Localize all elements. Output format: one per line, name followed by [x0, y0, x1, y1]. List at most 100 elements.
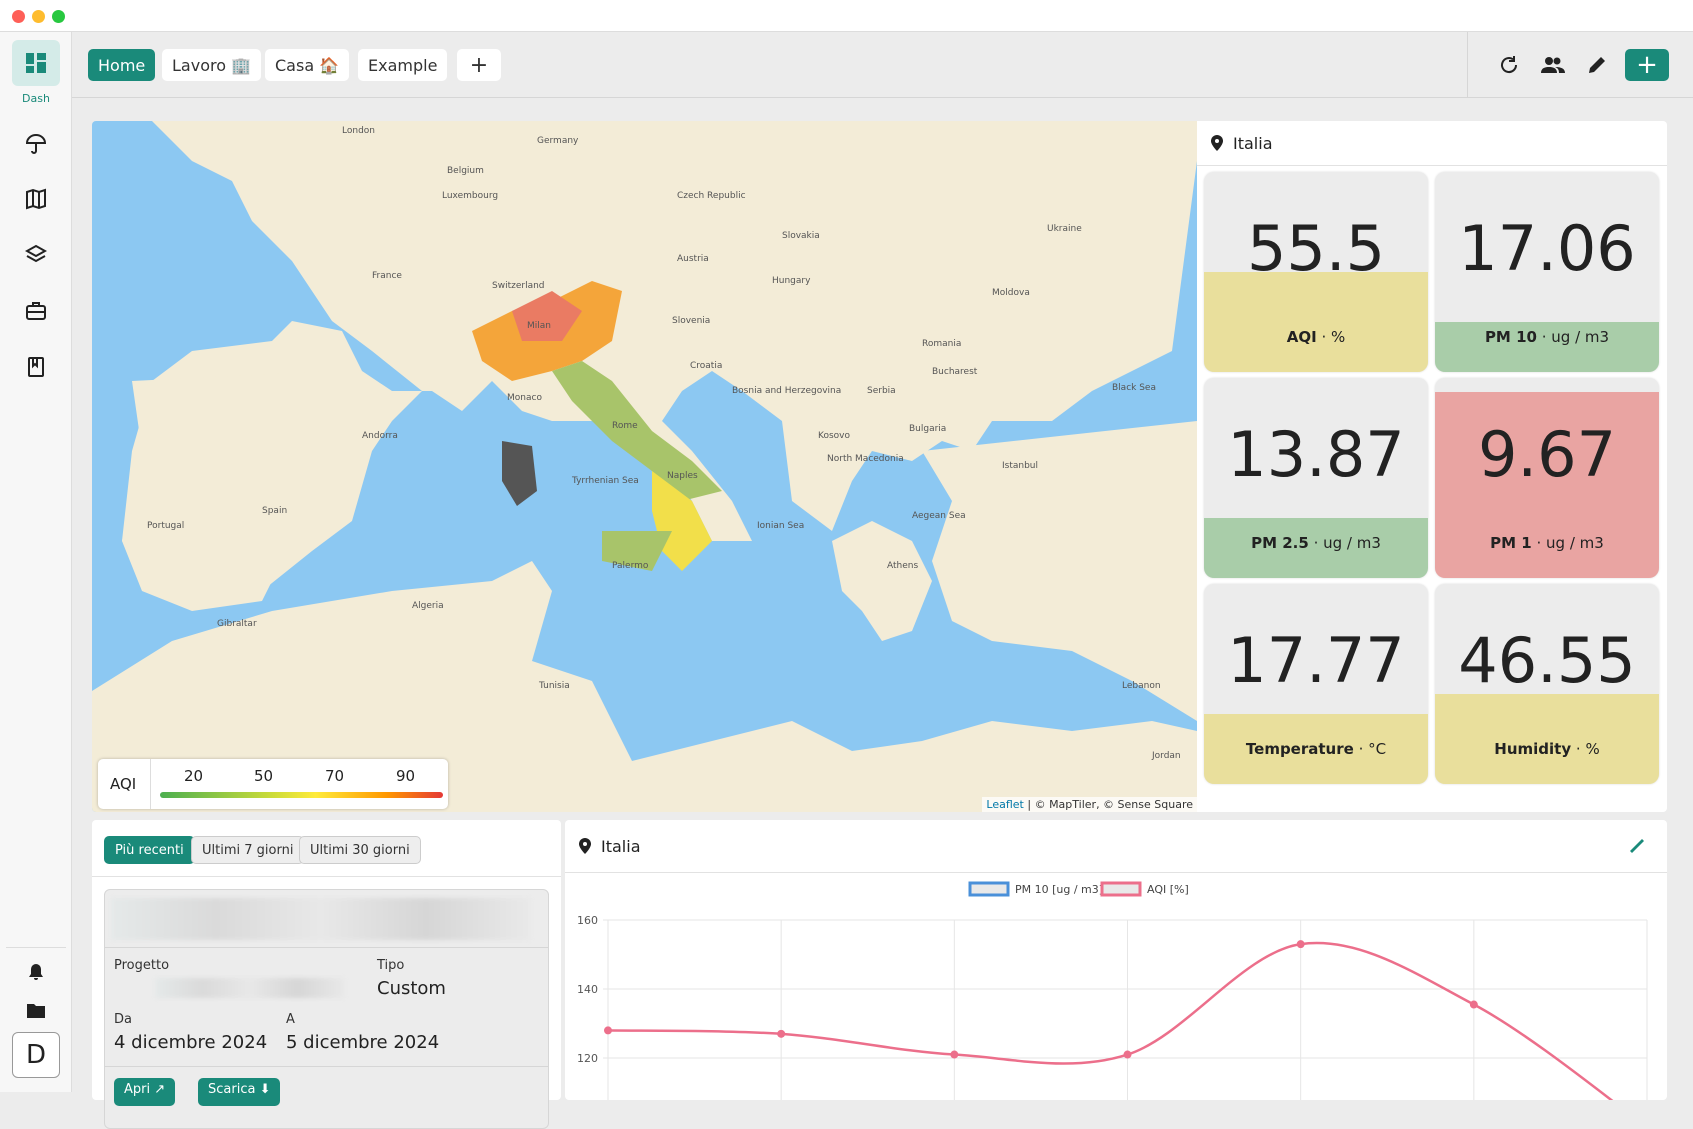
legend-label: AQI [%]: [1147, 883, 1189, 896]
bell-icon[interactable]: [24, 960, 48, 984]
metric-card-pm-10[interactable]: 17.06 PM 10 · ug / m3: [1435, 172, 1659, 372]
tab-casa[interactable]: Casa 🏠: [265, 49, 350, 81]
filter-piu-recenti[interactable]: Più recenti: [104, 836, 195, 864]
sidebar-item-dash[interactable]: [12, 40, 60, 86]
metric-value: 17.77: [1227, 624, 1405, 697]
sicily: [602, 531, 672, 571]
close-window-button[interactable]: [12, 10, 25, 23]
map-label: Slovakia: [782, 231, 820, 241]
aqi-data-point: [1296, 940, 1305, 949]
redacted-project: [155, 978, 345, 998]
metric-unit: · ug / m3: [1308, 534, 1381, 552]
add-widget-button[interactable]: +: [1625, 49, 1669, 81]
greece-land: [832, 521, 932, 641]
map-label: Bosnia and Herzegovina: [732, 386, 842, 396]
aqi-data-point: [1123, 1050, 1132, 1059]
y-tick-label: 120: [577, 1052, 598, 1065]
map-label: Croatia: [690, 361, 723, 371]
map-label: Naples: [667, 471, 698, 481]
location-pin-icon: [579, 838, 591, 854]
reports-panel: Più recenti Ultimi 7 giorni Ultimi 30 gi…: [92, 820, 561, 1129]
leaflet-link[interactable]: Leaflet: [986, 798, 1024, 811]
folder-icon[interactable]: [24, 998, 48, 1022]
y-tick-label: 140: [577, 983, 598, 996]
legend-tick: 50: [254, 767, 274, 785]
map-label: Switzerland: [492, 281, 545, 291]
metric-card-pm-2-5[interactable]: 13.87 PM 2.5 · ug / m3: [1204, 378, 1428, 578]
metric-value: 55.5: [1246, 212, 1386, 285]
iberia-land: [122, 371, 362, 611]
book-icon[interactable]: [24, 355, 48, 379]
map-label: Black Sea: [1112, 383, 1156, 393]
aqi-map[interactable]: Germany France Switzerland Austria Hunga…: [92, 121, 1197, 812]
map-label: Milan: [527, 321, 551, 331]
map-label: Germany: [537, 136, 579, 146]
map-label: Athens: [887, 561, 919, 571]
users-icon[interactable]: [1540, 52, 1566, 78]
refresh-icon[interactable]: [1496, 52, 1522, 78]
tipo-label: Tipo: [377, 958, 405, 973]
map-label: Istanbul: [1002, 461, 1039, 471]
avatar[interactable]: D: [12, 1032, 60, 1078]
map-label: Bucharest: [932, 367, 978, 377]
filter-ultimi-7-giorni[interactable]: Ultimi 7 giorni: [191, 836, 305, 864]
tab-lavoro[interactable]: Lavoro 🏢: [162, 49, 261, 81]
layers-icon[interactable]: [24, 243, 48, 267]
map-label: Jordan: [1152, 751, 1181, 761]
umbrella-icon[interactable]: [24, 132, 48, 156]
add-tab-button[interactable]: +: [457, 49, 501, 81]
top-bar: Home Lavoro 🏢 Casa 🏠 Example + +: [72, 32, 1693, 98]
progetto-label: Progetto: [114, 958, 170, 973]
map-attribution: Leaflet | © MapTiler, © Sense Square: [982, 797, 1197, 812]
sardinia: [502, 441, 537, 506]
minimize-window-button[interactable]: [32, 10, 45, 23]
metric-value: 9.67: [1477, 418, 1617, 491]
summary-location: Italia: [1233, 133, 1273, 153]
metric-unit: · %: [1316, 328, 1346, 346]
metric-unit: · ug / m3: [1536, 328, 1610, 346]
map-label: Bulgaria: [909, 424, 947, 434]
map-label: Lebanon: [1122, 681, 1161, 691]
maximize-window-button[interactable]: [52, 10, 65, 23]
sidebar-item-label: Dash: [22, 92, 50, 105]
metric-label: PM 10 · ug / m3: [1435, 328, 1659, 346]
metric-value: 46.55: [1458, 624, 1636, 697]
tab-home[interactable]: Home: [88, 49, 156, 81]
level-fill: [1204, 272, 1428, 372]
aqi-data-point: [604, 1026, 612, 1035]
metric-unit: · °C: [1353, 740, 1387, 758]
metric-label: AQI · %: [1204, 328, 1428, 346]
uk-land: [242, 121, 352, 201]
ruler-icon[interactable]: [1629, 838, 1645, 854]
level-fill: [1435, 392, 1659, 578]
metric-label: Humidity · %: [1435, 740, 1659, 758]
metric-card-temperature[interactable]: 17.77 Temperature · °C: [1204, 584, 1428, 784]
metric-card-pm-1[interactable]: 9.67 PM 1 · ug / m3: [1435, 378, 1659, 578]
chart-header: Italia: [565, 820, 1667, 873]
map-label: Spain: [262, 506, 288, 516]
dashboard-icon: [26, 53, 46, 73]
legend-tick: 70: [325, 767, 345, 785]
map-label: Aegean Sea: [912, 511, 966, 521]
download-button[interactable]: Scarica ⬇: [198, 1078, 281, 1106]
map-label: Ukraine: [1047, 224, 1082, 234]
map-icon[interactable]: [24, 187, 48, 211]
map-label: Tunisia: [539, 681, 570, 691]
download-label: Scarica: [208, 1082, 256, 1097]
pencil-icon[interactable]: [1584, 52, 1610, 78]
metric-card-humidity[interactable]: 46.55 Humidity · %: [1435, 584, 1659, 784]
map-label: Moldova: [992, 288, 1030, 298]
metric-card-aqi[interactable]: 55.5 AQI · %: [1204, 172, 1428, 372]
chart-location: Italia: [601, 836, 641, 856]
toolbox-icon[interactable]: [24, 299, 48, 323]
metric-label: PM 2.5 · ug / m3: [1204, 534, 1428, 552]
open-button[interactable]: Apri ↗: [114, 1078, 176, 1106]
y-tick-label: 160: [577, 914, 598, 927]
tab-example[interactable]: Example: [358, 49, 448, 81]
map-label: Kosovo: [818, 431, 850, 441]
legend-swatch: [1100, 881, 1142, 897]
metric-value: 17.06: [1458, 212, 1636, 285]
filter-ultimi-30-giorni[interactable]: Ultimi 30 giorni: [299, 836, 421, 864]
summary-header: Italia: [1197, 121, 1667, 166]
download-icon: ⬇: [259, 1082, 271, 1097]
